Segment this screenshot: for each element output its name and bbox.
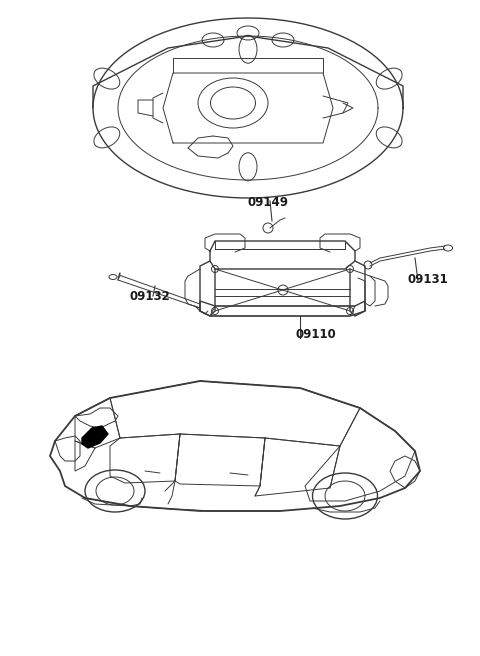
Text: 09132: 09132: [130, 290, 171, 303]
Text: 09131: 09131: [408, 273, 449, 286]
Text: 09149: 09149: [248, 196, 289, 209]
Polygon shape: [82, 426, 108, 448]
Text: 09110: 09110: [295, 328, 336, 341]
